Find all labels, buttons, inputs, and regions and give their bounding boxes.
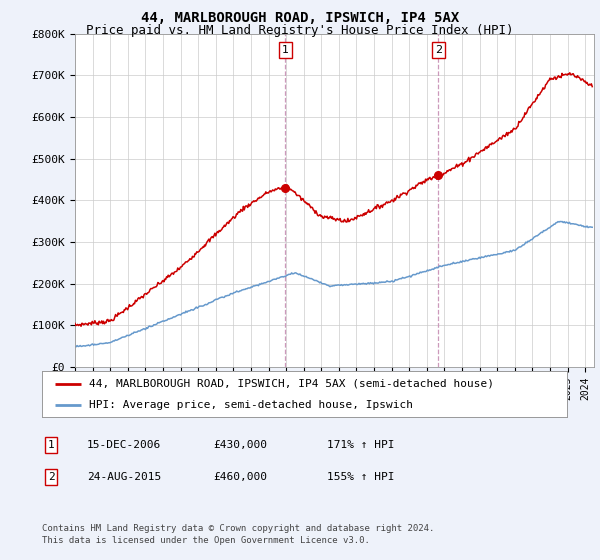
- Text: 171% ↑ HPI: 171% ↑ HPI: [327, 440, 395, 450]
- Text: 2: 2: [434, 45, 442, 55]
- Text: £460,000: £460,000: [213, 472, 267, 482]
- Text: 15-DEC-2006: 15-DEC-2006: [87, 440, 161, 450]
- Text: 24-AUG-2015: 24-AUG-2015: [87, 472, 161, 482]
- Text: 2: 2: [47, 472, 55, 482]
- Text: 44, MARLBOROUGH ROAD, IPSWICH, IP4 5AX: 44, MARLBOROUGH ROAD, IPSWICH, IP4 5AX: [141, 11, 459, 25]
- Text: £430,000: £430,000: [213, 440, 267, 450]
- Text: Price paid vs. HM Land Registry's House Price Index (HPI): Price paid vs. HM Land Registry's House …: [86, 24, 514, 36]
- Text: 1: 1: [47, 440, 55, 450]
- Text: 1: 1: [282, 45, 289, 55]
- Text: HPI: Average price, semi-detached house, Ipswich: HPI: Average price, semi-detached house,…: [89, 400, 413, 410]
- Text: 44, MARLBOROUGH ROAD, IPSWICH, IP4 5AX (semi-detached house): 44, MARLBOROUGH ROAD, IPSWICH, IP4 5AX (…: [89, 379, 494, 389]
- Text: Contains HM Land Registry data © Crown copyright and database right 2024.: Contains HM Land Registry data © Crown c…: [42, 524, 434, 533]
- Text: This data is licensed under the Open Government Licence v3.0.: This data is licensed under the Open Gov…: [42, 536, 370, 545]
- Text: 155% ↑ HPI: 155% ↑ HPI: [327, 472, 395, 482]
